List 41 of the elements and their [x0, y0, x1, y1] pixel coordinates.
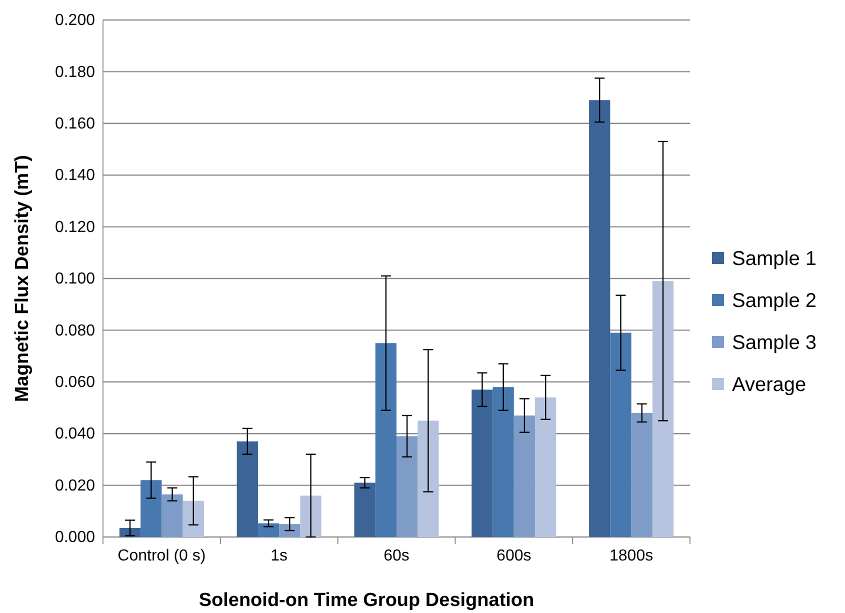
legend-label: Sample 2 — [732, 290, 816, 312]
bar — [162, 494, 183, 537]
x-axis-title: Solenoid-on Time Group Designation — [198, 590, 534, 611]
bar — [182, 500, 204, 537]
x-tick-label: Control (0 s) — [118, 547, 206, 564]
bar — [472, 390, 493, 537]
bar — [300, 496, 322, 537]
y-tick-label: 0.000 — [54, 529, 96, 546]
x-tick-label: 60s — [384, 547, 410, 564]
bar — [514, 416, 536, 537]
bar — [396, 436, 418, 537]
x-tick-label: 600s — [496, 547, 532, 564]
y-tick-label: 0.020 — [54, 477, 96, 494]
legend-label: Sample 3 — [732, 332, 816, 354]
bar — [236, 441, 258, 537]
bar — [418, 420, 439, 537]
y-tick-label: 0.120 — [54, 218, 96, 236]
bar — [279, 524, 300, 537]
bar — [652, 281, 674, 537]
bar — [589, 100, 610, 537]
bar — [354, 482, 376, 537]
x-tick-label: 1800s — [610, 547, 654, 564]
bar — [631, 412, 652, 537]
bar — [492, 387, 514, 537]
bar — [375, 343, 396, 537]
y-tick-label: 0.060 — [54, 374, 96, 392]
y-tick-label: 0.160 — [54, 116, 96, 133]
bar — [535, 397, 556, 537]
legend-label: Average — [732, 374, 806, 396]
bar — [140, 480, 162, 537]
y-tick-label: 0.200 — [54, 12, 96, 30]
legend-label: Sample 1 — [732, 248, 816, 270]
bar — [258, 523, 280, 537]
y-tick-label: 0.140 — [54, 167, 96, 184]
y-tick-label: 0.180 — [54, 64, 96, 81]
y-axis-title: Magnetic Flux Density (mT) — [12, 154, 33, 402]
bar — [610, 332, 632, 537]
y-tick-label: 0.100 — [54, 270, 96, 288]
x-tick-label: 1s — [270, 547, 288, 564]
y-tick-label: 0.080 — [54, 322, 96, 340]
y-tick-label: 0.040 — [54, 426, 96, 443]
